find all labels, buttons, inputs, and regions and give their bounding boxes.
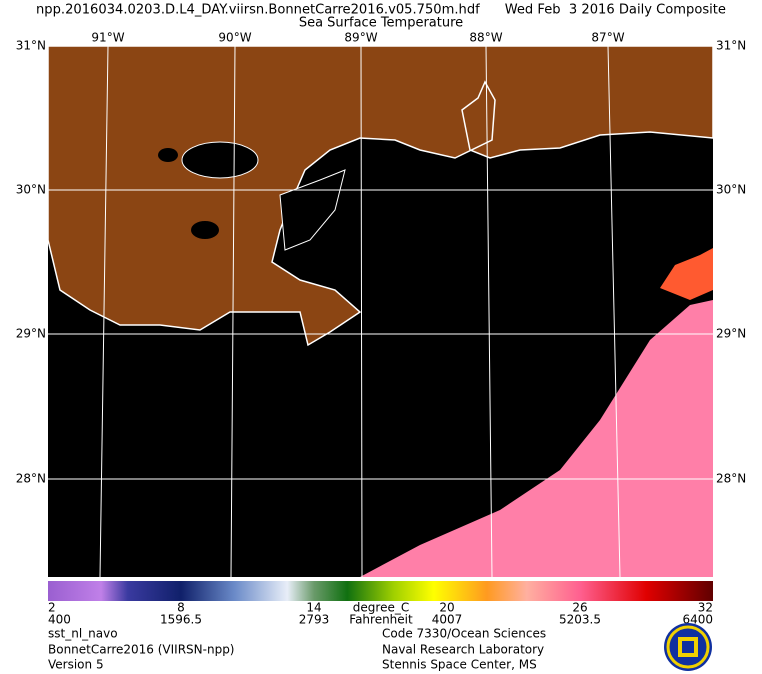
lat-label: 31°N: [716, 39, 746, 53]
colorbar-tick-label: 1596.5: [160, 613, 202, 627]
footer-text: Naval Research Laboratory: [382, 643, 544, 657]
warm-water: [660, 248, 713, 300]
subtitle: Sea Surface Temperature: [299, 16, 463, 31]
footer-text: Stennis Space Center, MS: [382, 658, 537, 672]
lat-label: 28°N: [716, 472, 746, 486]
colorbar-tick-label: 5203.5: [559, 613, 601, 627]
logo: [664, 623, 712, 671]
warm-water: [360, 300, 713, 577]
lon-label: 90°W: [218, 31, 251, 45]
colorbar-tick-label: 6400: [682, 613, 713, 627]
lon-label: 91°W: [91, 31, 124, 45]
graticule: [99, 46, 621, 577]
lat-label: 31°N: [16, 39, 46, 53]
colorbar-tick-label: 400: [48, 613, 71, 627]
lon-label: 89°W: [344, 31, 377, 45]
lat-label: 30°N: [716, 183, 746, 197]
lat-label: 29°N: [16, 327, 46, 341]
footer-text: BonnetCarre2016 (VIIRSN-npp): [48, 643, 235, 657]
colorbar-tick-label: 20: [439, 601, 454, 615]
colorbar-unit: Fahrenheit: [349, 613, 413, 627]
colorbar-tick-label: 2793: [299, 613, 330, 627]
map: [48, 46, 713, 577]
graticule: [48, 46, 713, 480]
colorbar-tick-label: 4007: [432, 613, 463, 627]
lon-label: 88°W: [469, 31, 502, 45]
footer-text: Code 7330/Ocean Sciences: [382, 627, 546, 641]
colorbar: [48, 581, 713, 601]
colorbar-tick-label: 14: [306, 601, 321, 615]
colorbar-tick-label: 2: [48, 601, 56, 615]
title: npp.2016034.0203.D.L4_DAY.viirsn.BonnetC…: [36, 3, 726, 18]
lat-label: 30°N: [16, 183, 46, 197]
colorbar-tick-label: 32: [698, 601, 713, 615]
lat-label: 29°N: [716, 327, 746, 341]
footer-text: Version 5: [48, 658, 104, 672]
colorbar-ticks: 2 8 14 20 26 32 400 1596.5 2793 4007 5203.5 6400: [48, 601, 713, 627]
colorbar-tick-label: 26: [572, 601, 587, 615]
lat-label: 28°N: [16, 472, 46, 486]
lon-label: 87°W: [591, 31, 624, 45]
colorbar-tick-label: 8: [177, 601, 185, 615]
lake: [191, 221, 219, 239]
land: [48, 46, 713, 347]
footer-text: sst_nl_navo: [48, 627, 118, 641]
lake: [181, 141, 259, 179]
colorbar-unit: degree_C: [353, 601, 409, 615]
lake: [158, 148, 178, 162]
